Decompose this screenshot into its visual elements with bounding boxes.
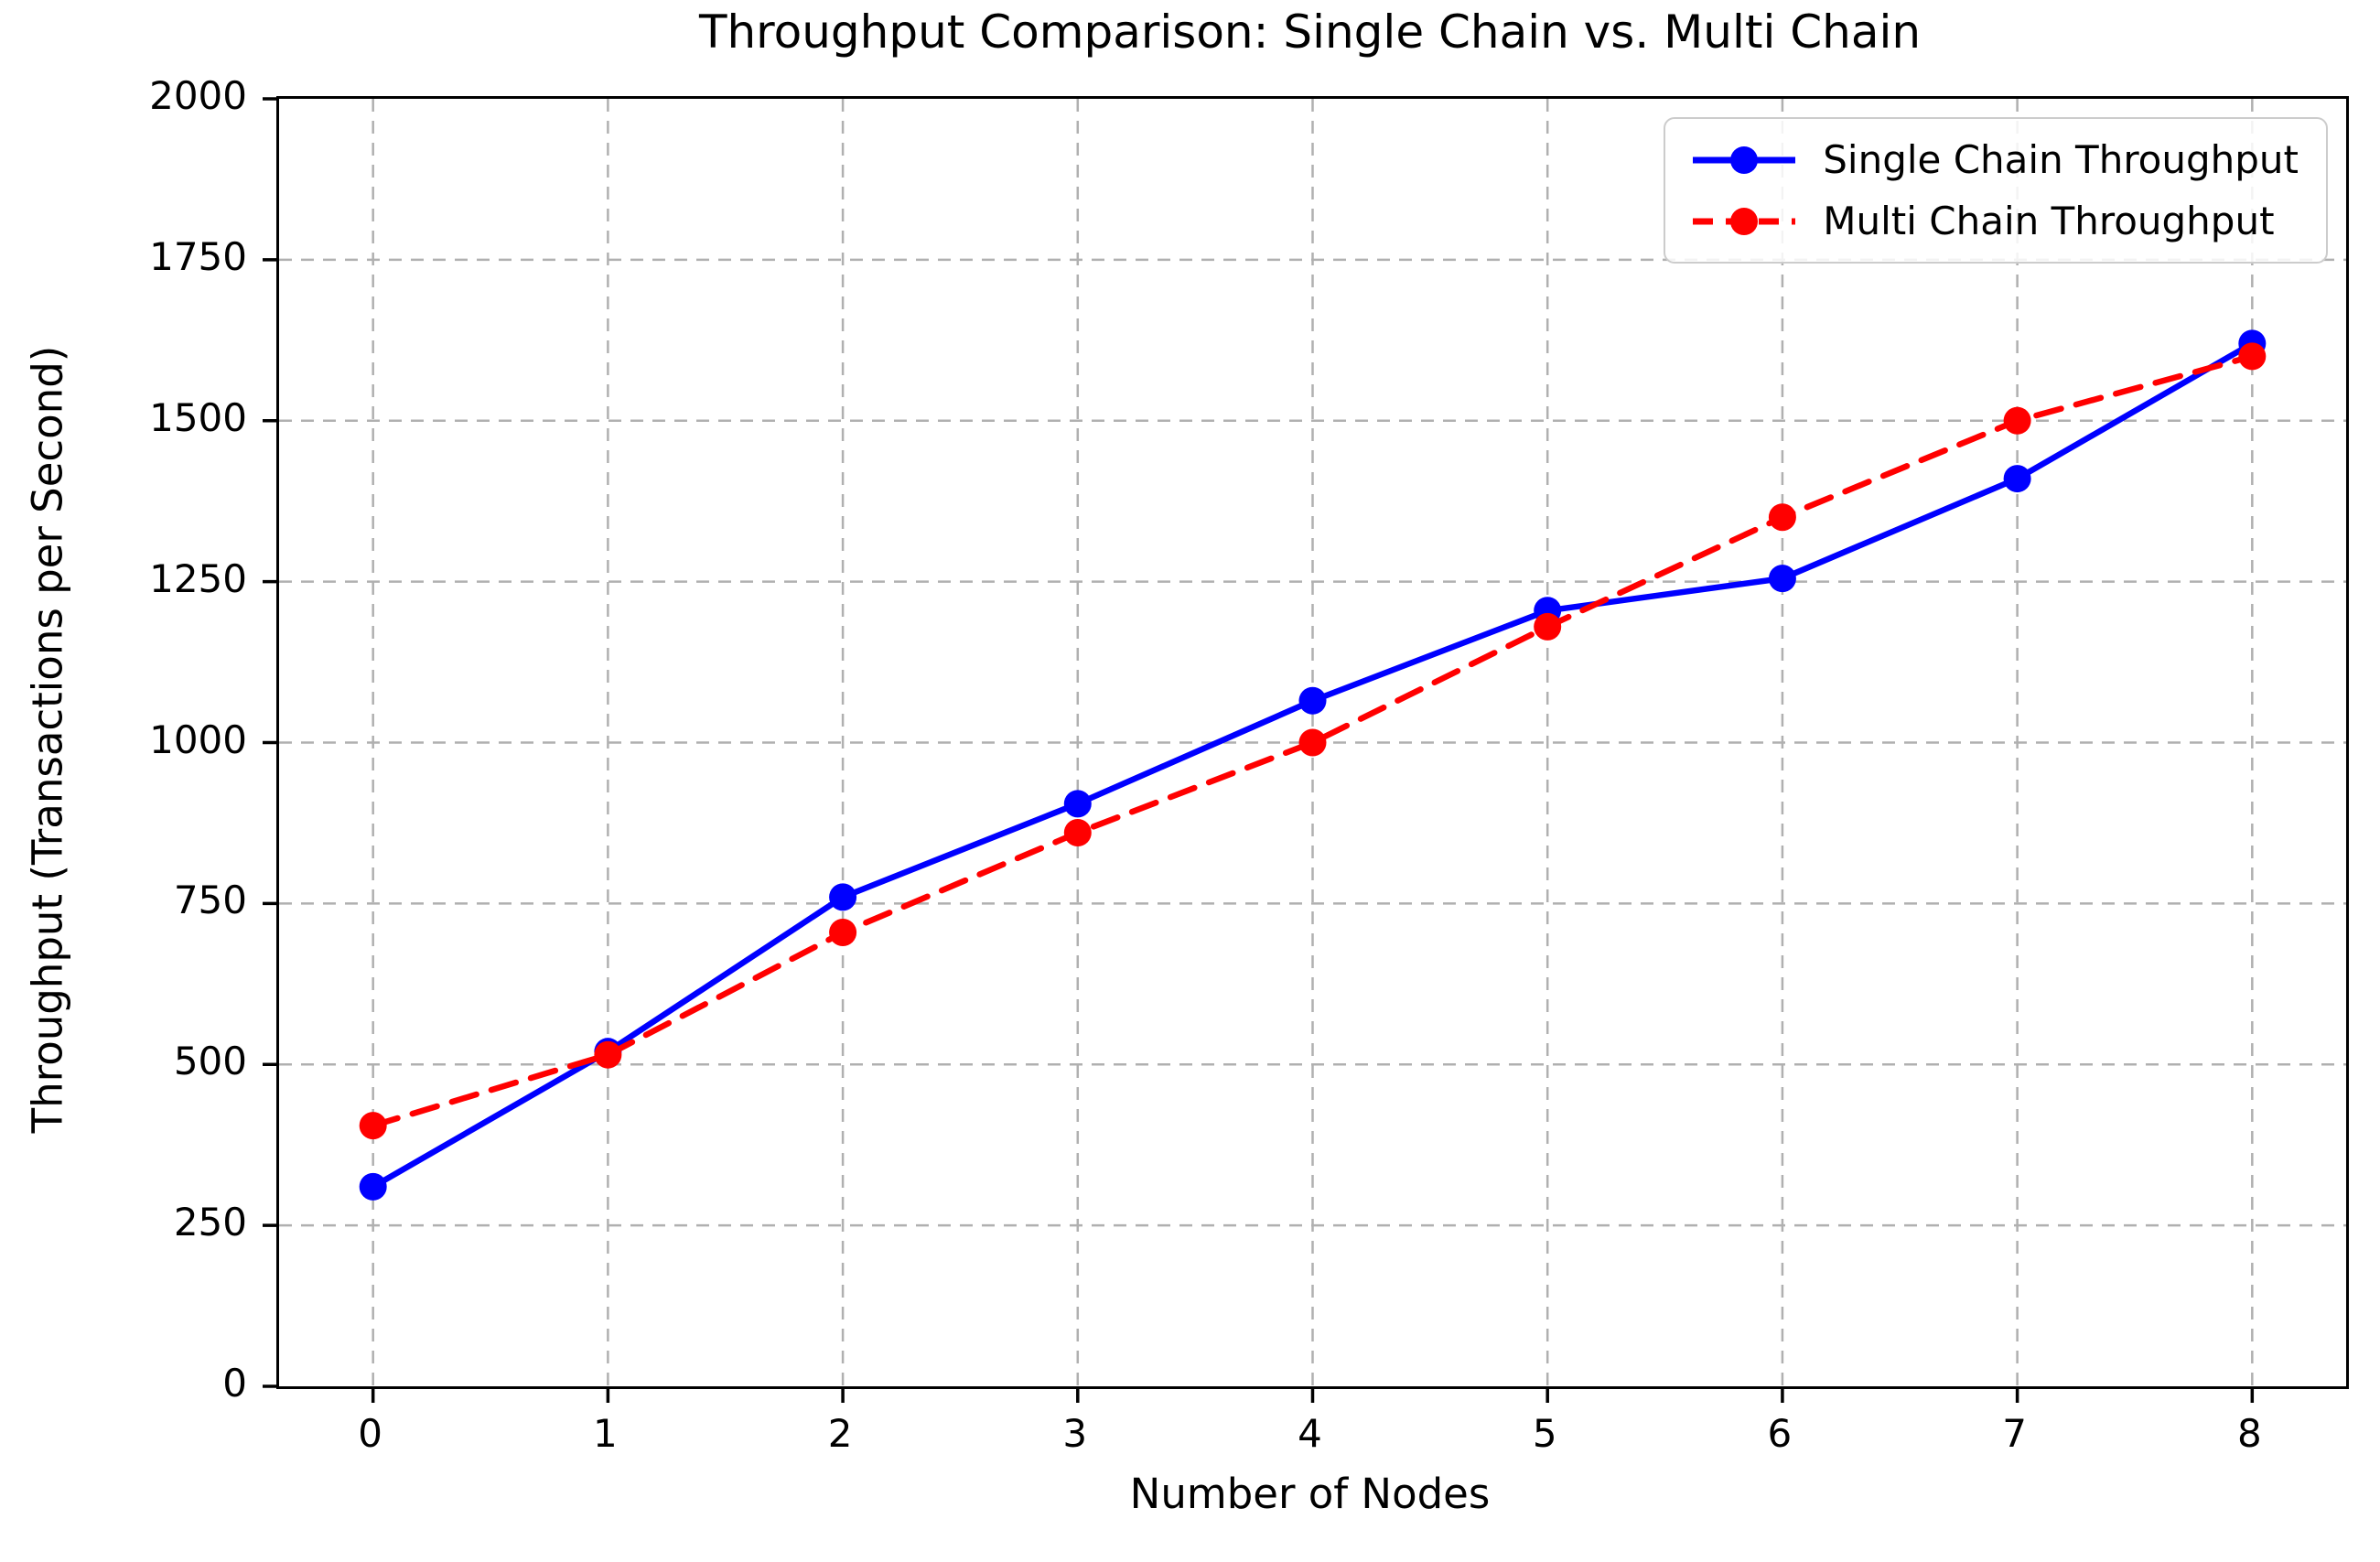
y-tick-label: 750 <box>173 878 247 923</box>
x-tick-label: 4 <box>1298 1411 1322 1456</box>
data-point-1-3 <box>1063 818 1092 846</box>
data-point-1-8 <box>2238 342 2267 371</box>
data-point-0-0 <box>359 1172 387 1201</box>
x-tick-label: 5 <box>1532 1411 1557 1456</box>
y-tick-label: 250 <box>173 1200 247 1245</box>
legend-sample-multi-chain-icon <box>1693 207 1796 235</box>
x-tick-label: 2 <box>827 1411 853 1456</box>
data-point-0-2 <box>829 883 857 911</box>
series-line-1 <box>370 353 2256 1129</box>
y-tick-label: 0 <box>222 1361 247 1406</box>
data-point-1-4 <box>1298 728 1327 757</box>
chart-title: Throughput Comparison: Single Chain vs. … <box>698 5 1922 59</box>
data-point-1-6 <box>1768 503 1796 532</box>
legend-item-multi-chain: Multi Chain Throughput <box>1687 199 2299 243</box>
x-axis-label: Number of Nodes <box>1129 1470 1491 1518</box>
data-point-0-3 <box>1063 790 1092 818</box>
data-point-1-2 <box>829 919 857 947</box>
x-tick-label: 6 <box>1767 1411 1793 1456</box>
legend-label-multi-chain: Multi Chain Throughput <box>1823 199 2275 243</box>
x-tick-label: 3 <box>1062 1411 1088 1456</box>
y-tick-label: 1750 <box>149 233 247 279</box>
y-tick-label: 1250 <box>149 555 247 601</box>
data-point-1-0 <box>359 1112 387 1140</box>
legend-item-single-chain: Single Chain Throughput <box>1687 137 2299 182</box>
y-tick-label: 2000 <box>149 73 247 118</box>
data-point-0-6 <box>1768 565 1796 593</box>
data-point-0-4 <box>1298 686 1327 715</box>
legend-label-single-chain: Single Chain Throughput <box>1823 137 2299 182</box>
y-tick-label: 1000 <box>149 716 247 762</box>
data-point-1-7 <box>2003 406 2031 435</box>
y-tick-label: 1500 <box>149 394 247 440</box>
data-point-0-7 <box>2003 465 2031 493</box>
plot-canvas <box>263 97 2346 1403</box>
y-tick-label: 500 <box>173 1039 247 1084</box>
x-tick-label: 0 <box>358 1411 383 1456</box>
x-tick-label: 7 <box>2002 1411 2027 1456</box>
x-tick-label: 1 <box>593 1411 618 1456</box>
plot-area: Single Chain Throughput Multi Chain Thro… <box>263 96 2349 1403</box>
y-axis-label: Throughput (Transactions per Second) <box>23 345 72 1134</box>
legend-sample-single-chain-icon <box>1693 145 1796 174</box>
data-point-1-1 <box>594 1040 622 1069</box>
x-tick-label: 8 <box>2236 1411 2262 1456</box>
data-point-1-5 <box>1534 612 1562 641</box>
legend: Single Chain Throughput Multi Chain Thro… <box>1664 117 2328 264</box>
